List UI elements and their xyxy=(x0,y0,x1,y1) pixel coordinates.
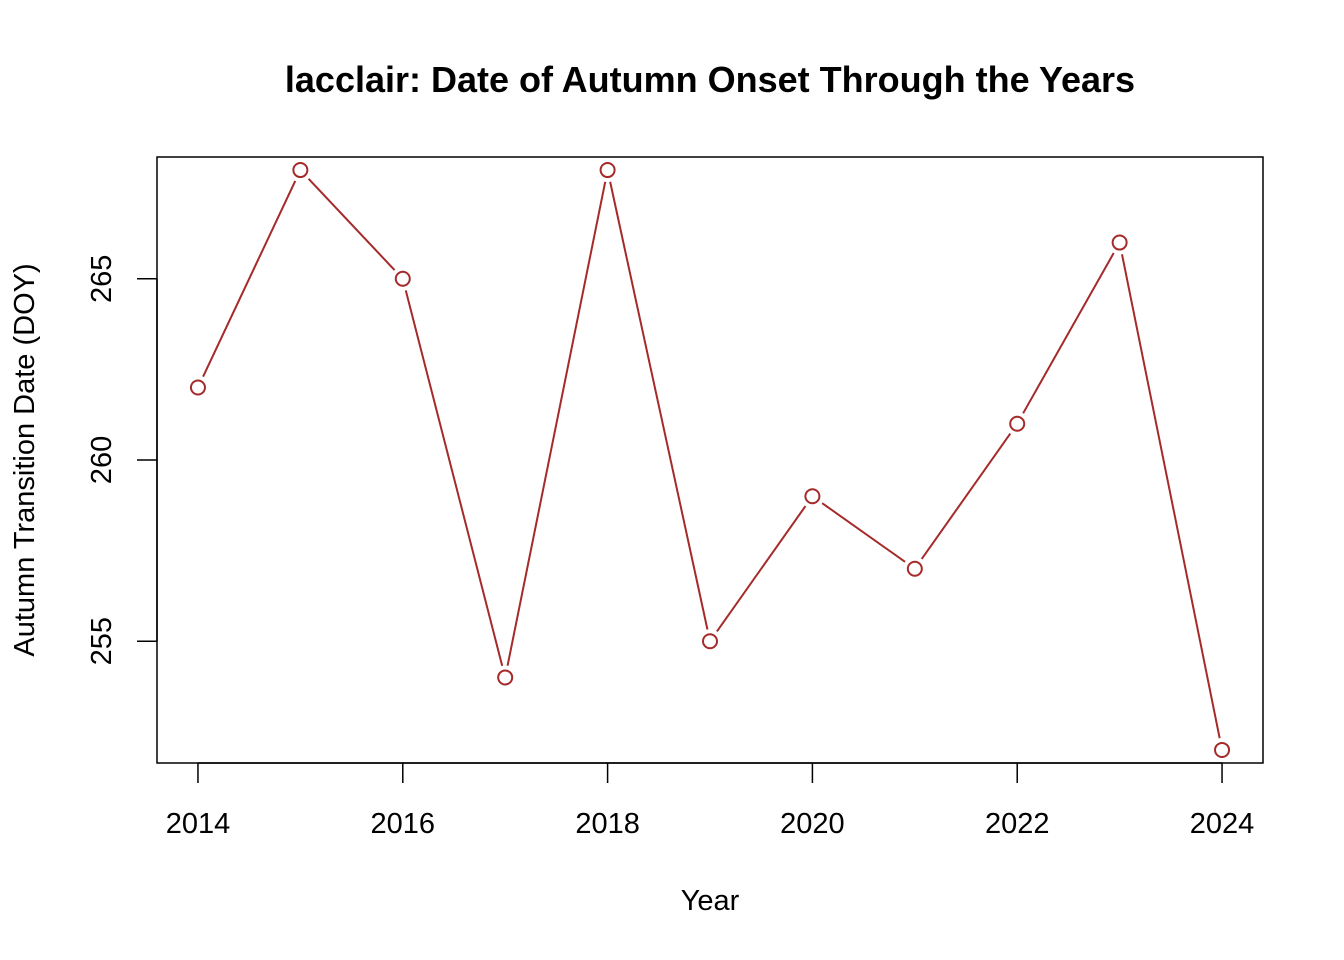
series-line-segment xyxy=(821,502,906,563)
series-line-segment xyxy=(506,181,607,666)
data-point xyxy=(702,633,718,650)
series-1 xyxy=(189,162,1231,758)
data-point xyxy=(804,488,821,505)
data-point xyxy=(189,379,206,396)
data-point xyxy=(497,669,514,686)
plot-area: 2014 2016 2018 2020 2022 2024 255 260 265 xyxy=(86,156,1264,840)
data-point xyxy=(1214,741,1231,758)
chart-title: lacclair: Date of Autumn Onset Through t… xyxy=(285,59,1135,100)
series-line-segment xyxy=(716,505,807,632)
series-line-segment xyxy=(920,432,1012,560)
series-line-segment xyxy=(609,181,709,630)
series-line-segment xyxy=(1022,252,1115,414)
y-axis: 255 260 265 xyxy=(86,255,158,665)
data-point xyxy=(292,162,309,179)
data-point xyxy=(1009,415,1026,432)
data-point xyxy=(599,162,616,179)
y-tick-label: 260 xyxy=(86,436,118,484)
series-line-segment xyxy=(404,290,504,667)
x-tick-label: 2014 xyxy=(166,808,231,840)
y-axis-label: Autumn Transition Date (DOY) xyxy=(9,263,41,656)
series-line-segment xyxy=(1121,254,1221,739)
plot-frame xyxy=(156,156,1264,764)
x-tick-label: 2018 xyxy=(575,808,640,840)
x-tick-label: 2024 xyxy=(1190,808,1255,840)
series-line-segment xyxy=(202,180,297,378)
series-line-segment xyxy=(307,178,396,271)
y-tick-label: 265 xyxy=(86,255,118,303)
data-point xyxy=(394,270,411,287)
x-tick-label: 2016 xyxy=(371,808,436,840)
data-point xyxy=(1111,234,1128,251)
y-tick-label: 255 xyxy=(86,617,118,665)
x-tick-label: 2020 xyxy=(780,808,845,840)
x-axis: 2014 2016 2018 2020 2022 2024 xyxy=(166,762,1255,840)
data-point xyxy=(906,560,923,577)
x-tick-label: 2022 xyxy=(985,808,1050,840)
x-axis-label: Year xyxy=(681,885,740,917)
